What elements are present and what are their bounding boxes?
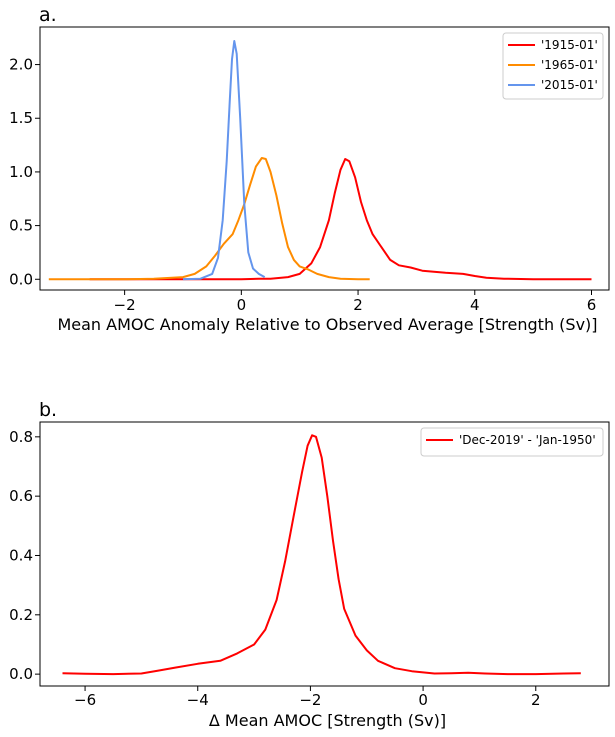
y-tick-label: 0.6 (9, 487, 33, 505)
y-tick-label: 1.0 (9, 163, 33, 181)
legend-entry: '2015-01' (541, 78, 598, 92)
x-tick-label: 0 (418, 691, 428, 709)
legend-box (502, 32, 604, 100)
x-tick-label: −6 (74, 691, 96, 709)
y-tick-label: 0.5 (9, 217, 33, 235)
x-tick-label: −2 (299, 691, 321, 709)
legend: 'Dec-2019' - 'Jan-1950' (420, 427, 604, 457)
series-line-3 (182, 40, 266, 281)
panel-label: b. (39, 399, 57, 421)
x-tick-label: 6 (587, 296, 597, 314)
legend-entry: '1915-01' (541, 38, 598, 52)
y-tick-label: 0.2 (9, 606, 33, 624)
chart-panel-1: a. −2 0 2 4 6 0.0 0.5 1.0 1.5 2.0 Mean AMOC Anomaly… (9, 4, 610, 334)
plot-frame (39, 26, 610, 291)
plot-frame (39, 421, 610, 687)
x-tick-label: 2 (353, 296, 363, 314)
legend-entry: '1965-01' (541, 58, 598, 72)
x-tick-label: 4 (470, 296, 480, 314)
x-tick-label: 0 (237, 296, 247, 314)
y-tick-label: 2.0 (9, 56, 33, 74)
legend-entry: 'Dec-2019' - 'Jan-1950' (459, 433, 596, 447)
x-tick-label: −4 (187, 691, 209, 709)
legend-box (420, 427, 604, 457)
y-tick-label: 0.0 (9, 270, 33, 288)
panel-label: a. (39, 4, 57, 26)
x-axis-label: Δ Mean AMOC [Strength (Sv)] (209, 711, 446, 730)
x-axis-label: Mean AMOC Anomaly Relative to Observed A… (57, 315, 597, 334)
x-tick-label: 2 (531, 691, 541, 709)
chart-panel-2: b. −6 −4 −2 0 2 0.0 0.2 0.4 0.6 0.8 Δ Mean AMOC [St… (9, 399, 610, 730)
series-line-1 (62, 434, 581, 676)
series-line-2 (48, 157, 370, 281)
series-line-1 (89, 158, 592, 281)
y-tick-label: 0.0 (9, 665, 33, 683)
x-tick-label: −2 (114, 296, 136, 314)
y-tick-label: 0.4 (9, 546, 33, 564)
y-tick-label: 1.5 (9, 109, 33, 127)
legend: '1915-01' '1965-01' '2015-01' (502, 32, 604, 100)
y-tick-label: 0.8 (9, 428, 33, 446)
